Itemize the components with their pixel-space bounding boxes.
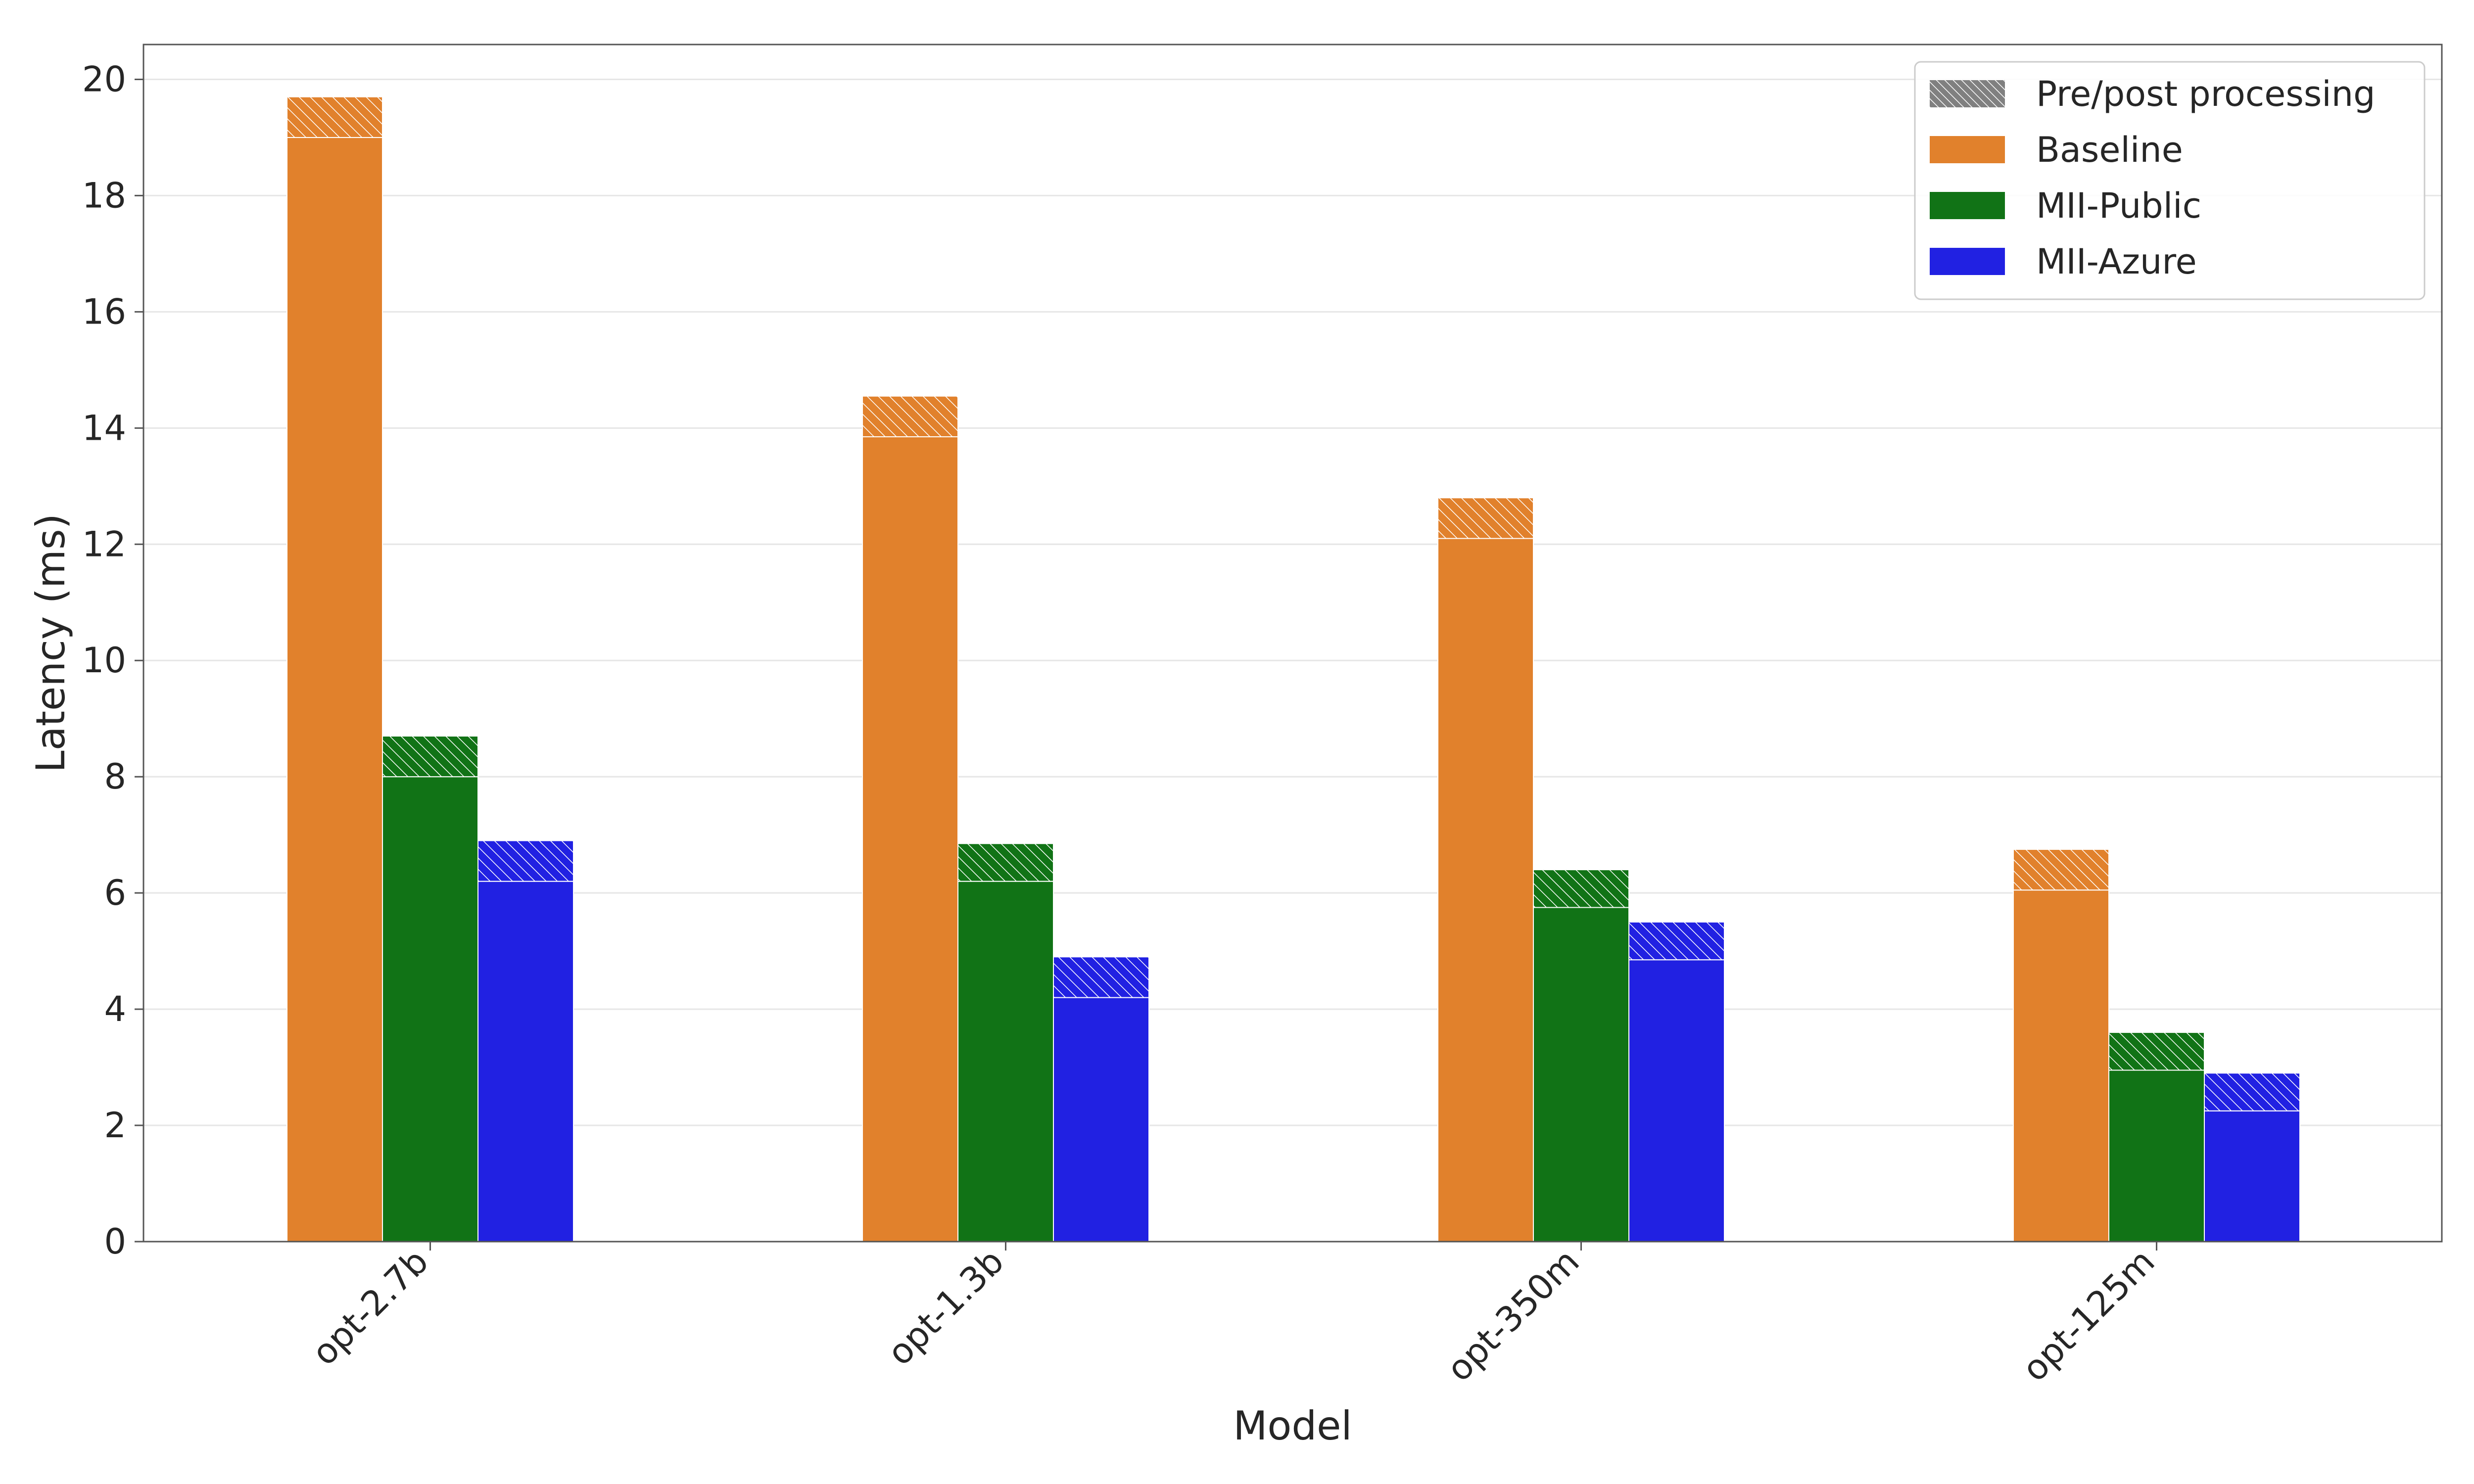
bar-mii-azure-opt-1.3b (1053, 997, 1149, 1242)
y-tick-label: 6 (104, 873, 126, 913)
legend-label: Baseline (2036, 130, 2183, 170)
bar-prepost-hatch (1533, 869, 1629, 908)
bar-prepost-hatch (1628, 921, 1725, 961)
x-tick-label: opt-125m (2014, 1241, 2163, 1390)
x-tick-label: opt-2.7b (304, 1241, 436, 1373)
bar-baseline-opt-1.3b (862, 436, 958, 1242)
y-tick-label: 2 (104, 1105, 126, 1146)
legend-box (1914, 61, 2426, 300)
bar-prepost-hatch (957, 843, 1054, 882)
x-tick-label: opt-350m (1439, 1241, 1587, 1390)
bar-prepost-hatch (862, 395, 958, 437)
bar-mii-public-opt-1.3b (957, 881, 1054, 1242)
y-tick-label: 4 (104, 989, 126, 1029)
y-tick-label: 16 (82, 291, 126, 332)
legend-label: MII-Public (2036, 186, 2201, 226)
legend-swatch (1930, 136, 2005, 163)
bar-prepost-hatch (2013, 849, 2109, 891)
bar-baseline-opt-2.7b (286, 137, 383, 1242)
bar-prepost-hatch (1053, 956, 1149, 998)
y-tick-label: 12 (82, 524, 126, 564)
bar-prepost-hatch (2204, 1072, 2300, 1112)
y-tick-label: 14 (82, 408, 126, 448)
bars (286, 96, 2300, 1243)
y-tick-label: 20 (82, 59, 126, 99)
legend: Pre/post processing Baseline MII-Public MII… (1914, 61, 2426, 300)
bar-prepost-hatch (2108, 1032, 2205, 1071)
legend-label: MII-Azure (2036, 241, 2197, 282)
y-axis-label: Latency (ms) (28, 513, 74, 773)
legend-swatch (1930, 80, 2005, 107)
y-tick-label: 0 (104, 1221, 126, 1262)
x-tick-label: opt-1.3b (879, 1241, 1011, 1373)
y-tick-label: 18 (82, 175, 126, 216)
bar-mii-public-opt-125m (2108, 1069, 2205, 1242)
legend-swatch (1930, 248, 2005, 275)
bar-mii-public-opt-2.7b (382, 776, 478, 1243)
plot-frame (143, 44, 2443, 1243)
bar-prepost-hatch (477, 840, 574, 882)
bar-baseline-opt-350m (1437, 538, 1534, 1242)
bar-mii-azure-opt-350m (1628, 959, 1725, 1242)
legend-swatch (1930, 192, 2005, 219)
bar-prepost-hatch (382, 735, 478, 778)
legend-label: Pre/post processing (2036, 74, 2376, 114)
bar-prepost-hatch (286, 96, 383, 138)
x-axis-label: Model (1233, 1403, 1352, 1449)
bar-prepost-hatch (1437, 497, 1534, 539)
bar-baseline-opt-125m (2013, 889, 2109, 1242)
bar-mii-azure-opt-2.7b (477, 881, 574, 1242)
y-tick-label: 8 (104, 756, 126, 797)
bar-mii-public-opt-350m (1533, 907, 1629, 1242)
y-tick-label: 10 (82, 640, 126, 681)
bar-mii-azure-opt-125m (2204, 1110, 2300, 1243)
